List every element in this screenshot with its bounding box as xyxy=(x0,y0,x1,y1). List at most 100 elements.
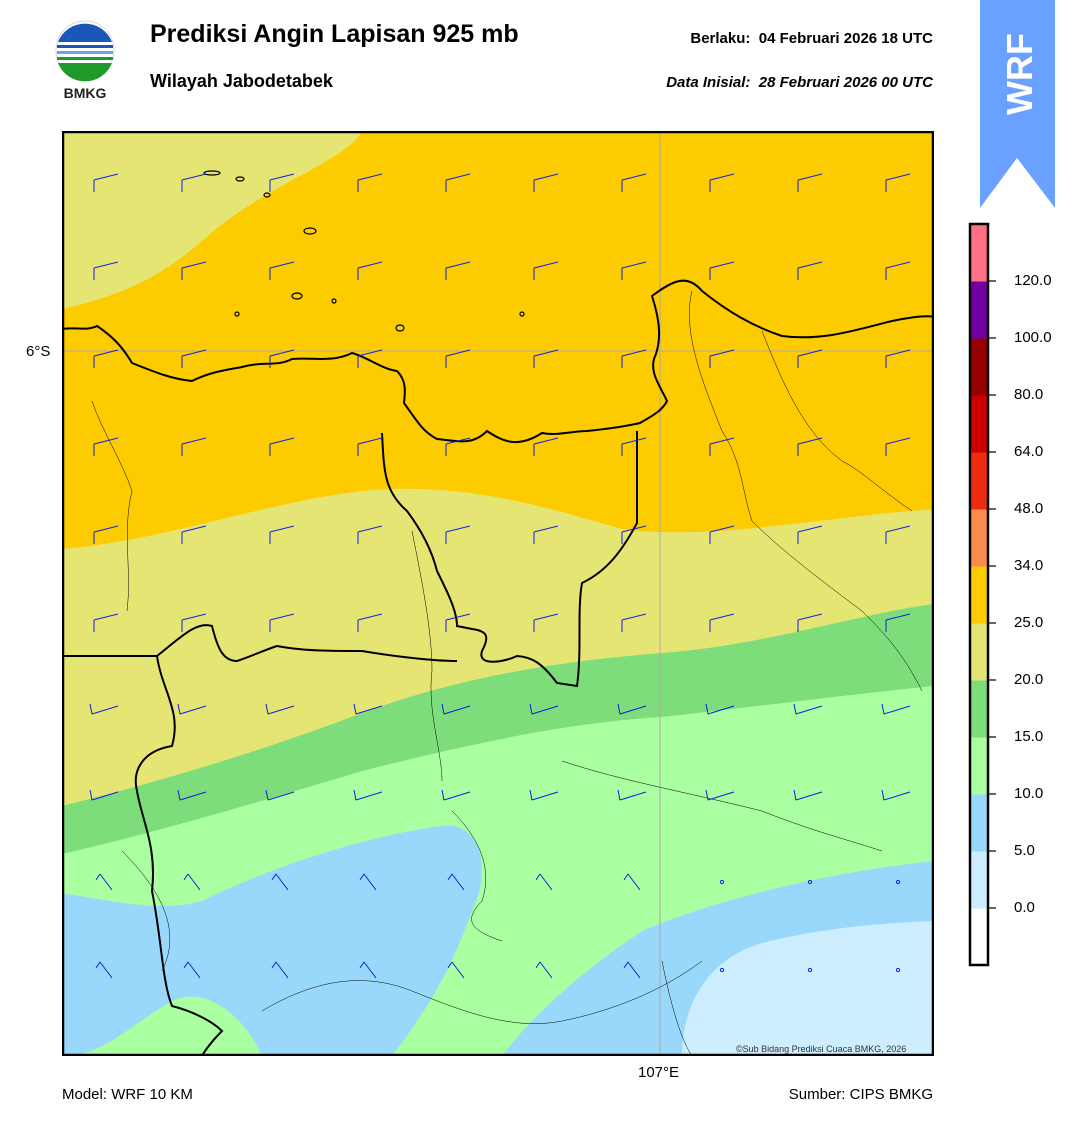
wind-barb xyxy=(181,437,207,456)
wind-barb xyxy=(621,437,647,456)
wind-barb xyxy=(441,703,471,715)
wind-barb xyxy=(357,173,383,192)
colorbar-block xyxy=(970,509,988,567)
map-subtitle: Wilayah Jabodetabek xyxy=(150,71,333,91)
valid-time: Berlaku: 04 Februari 2026 18 UTC xyxy=(690,30,933,47)
wind-barb xyxy=(177,703,207,715)
colorbar-frame xyxy=(968,222,990,967)
init-value: 28 Februari 2026 00 UTC xyxy=(758,74,933,91)
wind-barb xyxy=(265,703,295,715)
wind-barb xyxy=(93,525,119,544)
wind-barb xyxy=(797,261,823,280)
wind-barb xyxy=(353,703,383,715)
wind-barb xyxy=(95,873,113,891)
wind-barb xyxy=(357,349,383,368)
colorbar-block xyxy=(970,566,988,624)
speed-band-5-10-west xyxy=(62,825,482,1056)
colorbar-tick-label: 48.0 xyxy=(1014,500,1044,517)
wind-barb xyxy=(529,789,559,801)
wind-barb xyxy=(269,173,295,192)
colorbar-tick-label: 5.0 xyxy=(1014,842,1035,859)
wind-barb xyxy=(533,613,559,632)
province-boundary-west xyxy=(134,655,224,1056)
wind-barb xyxy=(93,173,119,192)
wind-barb xyxy=(181,613,207,632)
wind-barb xyxy=(447,873,465,891)
colorbar-tick-label: 80.0 xyxy=(1014,386,1044,403)
valid-label: Berlaku: xyxy=(690,30,751,47)
wind-barb xyxy=(269,525,295,544)
wind-barb xyxy=(793,703,823,715)
wind-barb xyxy=(89,703,119,715)
wind-barb xyxy=(709,437,735,456)
wind-barb xyxy=(621,173,647,192)
map-title: Prediksi Angin Lapisan 925 mb xyxy=(150,20,519,48)
wind-barb xyxy=(93,613,119,632)
wind-barb xyxy=(445,437,471,456)
wind-barb xyxy=(533,437,559,456)
province-boundary-dki xyxy=(62,624,458,663)
wind-barb xyxy=(89,789,119,801)
wind-calm-marker xyxy=(719,879,725,885)
wind-barb xyxy=(269,261,295,280)
colorbar-block xyxy=(970,395,988,453)
wind-barb xyxy=(445,613,471,632)
wind-barb xyxy=(793,789,823,801)
wind-barb xyxy=(93,261,119,280)
colorbar-block xyxy=(970,452,988,510)
wind-barb xyxy=(183,961,201,979)
wind-barb xyxy=(181,349,207,368)
colorbar-tick-label: 10.0 xyxy=(1014,785,1044,802)
wind-calm-marker xyxy=(895,879,901,885)
data-source: Sumber: CIPS BMKG xyxy=(788,1086,933,1103)
wind-barb xyxy=(621,261,647,280)
logo-text: BMKG xyxy=(64,85,107,101)
longitude-tick-label: 107°E xyxy=(638,1064,680,1081)
islands xyxy=(203,170,525,332)
wind-barb xyxy=(623,961,641,979)
colorbar-block xyxy=(970,794,988,852)
wind-barb xyxy=(533,525,559,544)
wind-barb xyxy=(93,437,119,456)
wind-barb xyxy=(359,873,377,891)
wind-barb xyxy=(885,173,911,192)
wind-barb xyxy=(177,789,207,801)
wind-barb xyxy=(709,613,735,632)
colorbar-block xyxy=(970,338,988,396)
wind-map-svg xyxy=(61,130,935,1057)
wind-calm-marker xyxy=(719,967,725,973)
wind-barb xyxy=(881,703,911,715)
colorbar-tick-label: 64.0 xyxy=(1014,443,1044,460)
colorbar-blocks xyxy=(970,224,988,966)
model-info: Model: WRF 10 KM xyxy=(62,1086,193,1103)
colorbar-block xyxy=(970,680,988,738)
map-frame xyxy=(61,130,935,1057)
colorbar-tick-label: 15.0 xyxy=(1014,728,1044,745)
wind-barb xyxy=(441,789,471,801)
wind-barb xyxy=(445,173,471,192)
wind-barb xyxy=(885,261,911,280)
wind-barb xyxy=(181,525,207,544)
wind-barb xyxy=(359,961,377,979)
wind-barb xyxy=(885,349,911,368)
wind-barb xyxy=(353,789,383,801)
wind-calm-marker xyxy=(807,879,813,885)
wind-barbs xyxy=(89,173,911,979)
colorbar-tick-label: 100.0 xyxy=(1014,329,1052,346)
wind-calm-marker xyxy=(807,967,813,973)
wind-calm-marker xyxy=(895,967,901,973)
valid-value: 04 Februari 2026 18 UTC xyxy=(758,30,933,47)
wind-barb xyxy=(623,873,641,891)
wind-barb xyxy=(621,525,647,544)
wind-barb xyxy=(709,349,735,368)
colorbar xyxy=(968,222,1058,968)
wind-barb xyxy=(181,261,207,280)
wind-barb xyxy=(357,437,383,456)
wind-barb xyxy=(885,613,911,632)
wind-barb xyxy=(881,789,911,801)
province-boundary-banten-jabar xyxy=(381,431,638,688)
wind-barb xyxy=(709,525,735,544)
wrf-badge-text: WRF xyxy=(999,33,1040,115)
colorbar-tick-label: 34.0 xyxy=(1014,557,1044,574)
wind-barb xyxy=(535,873,553,891)
